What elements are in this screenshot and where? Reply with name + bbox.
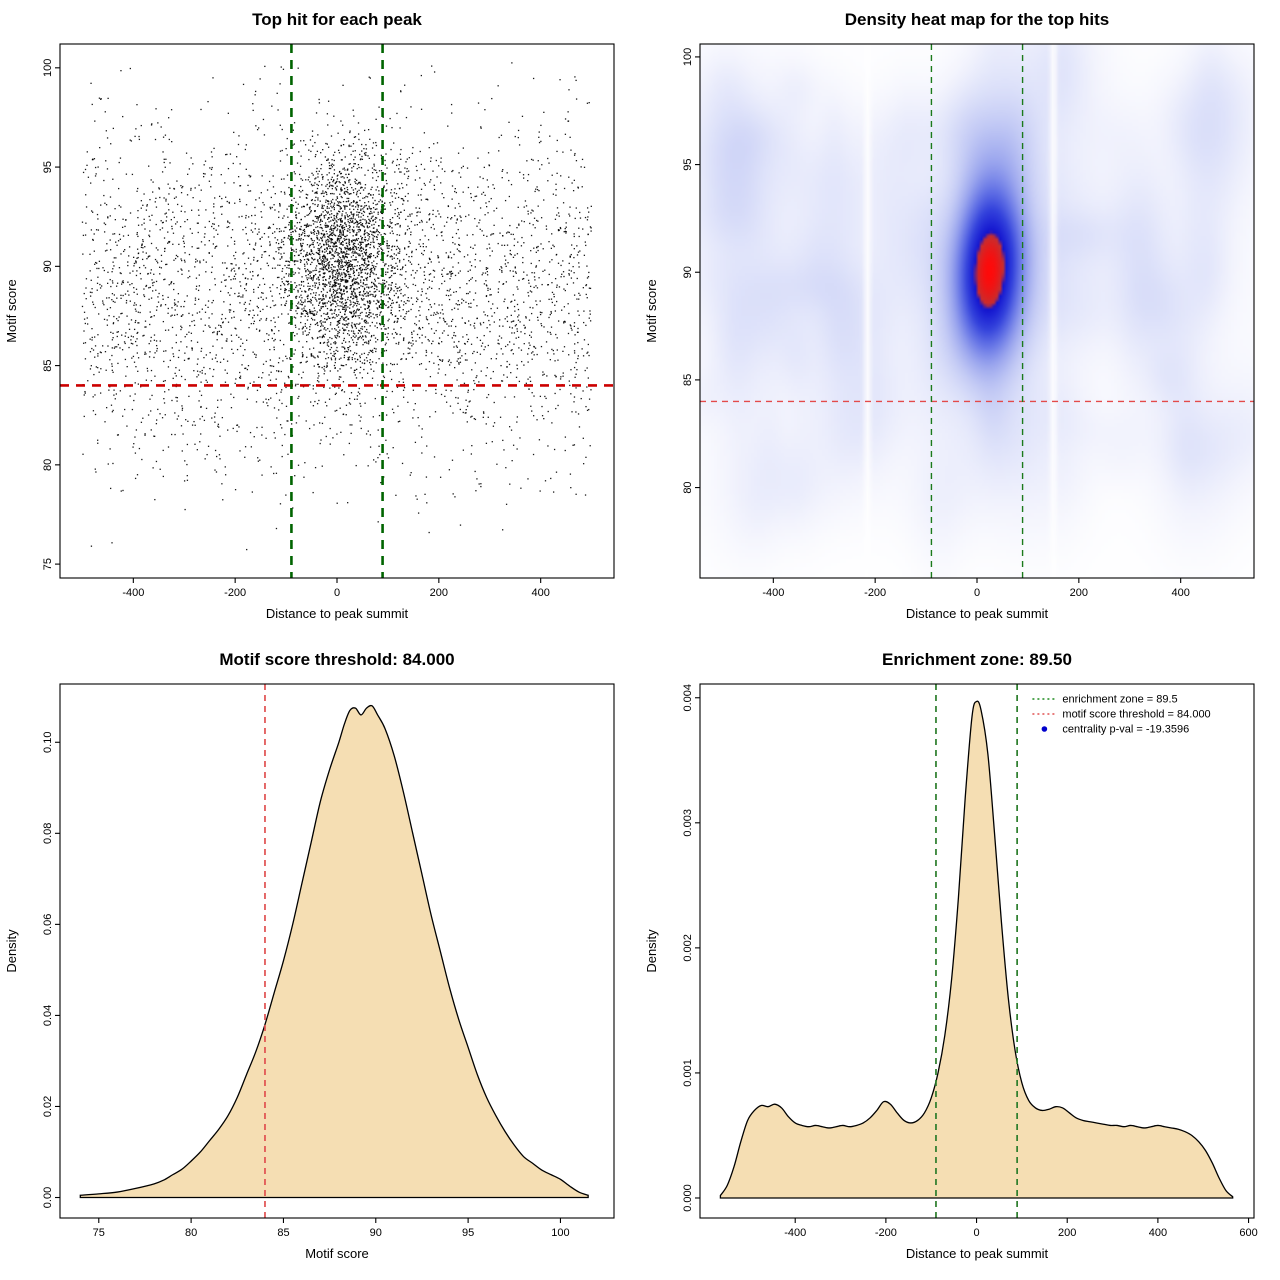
panel-enrichment-zone-density: Enrichment zone: 89.50 [640,640,1280,1280]
heatmap-plot-canvas [640,0,1280,640]
scatter-plot-canvas [0,0,640,640]
score-density-plot-canvas [0,640,640,1280]
enrichment-zone-plot-canvas [640,640,1280,1280]
panel-density-heatmap: Density heat map for the top hits [640,0,1280,640]
panel-top-hit-scatter: Top hit for each peak [0,0,640,640]
panel-motif-score-density: Motif score threshold: 84.000 [0,640,640,1280]
